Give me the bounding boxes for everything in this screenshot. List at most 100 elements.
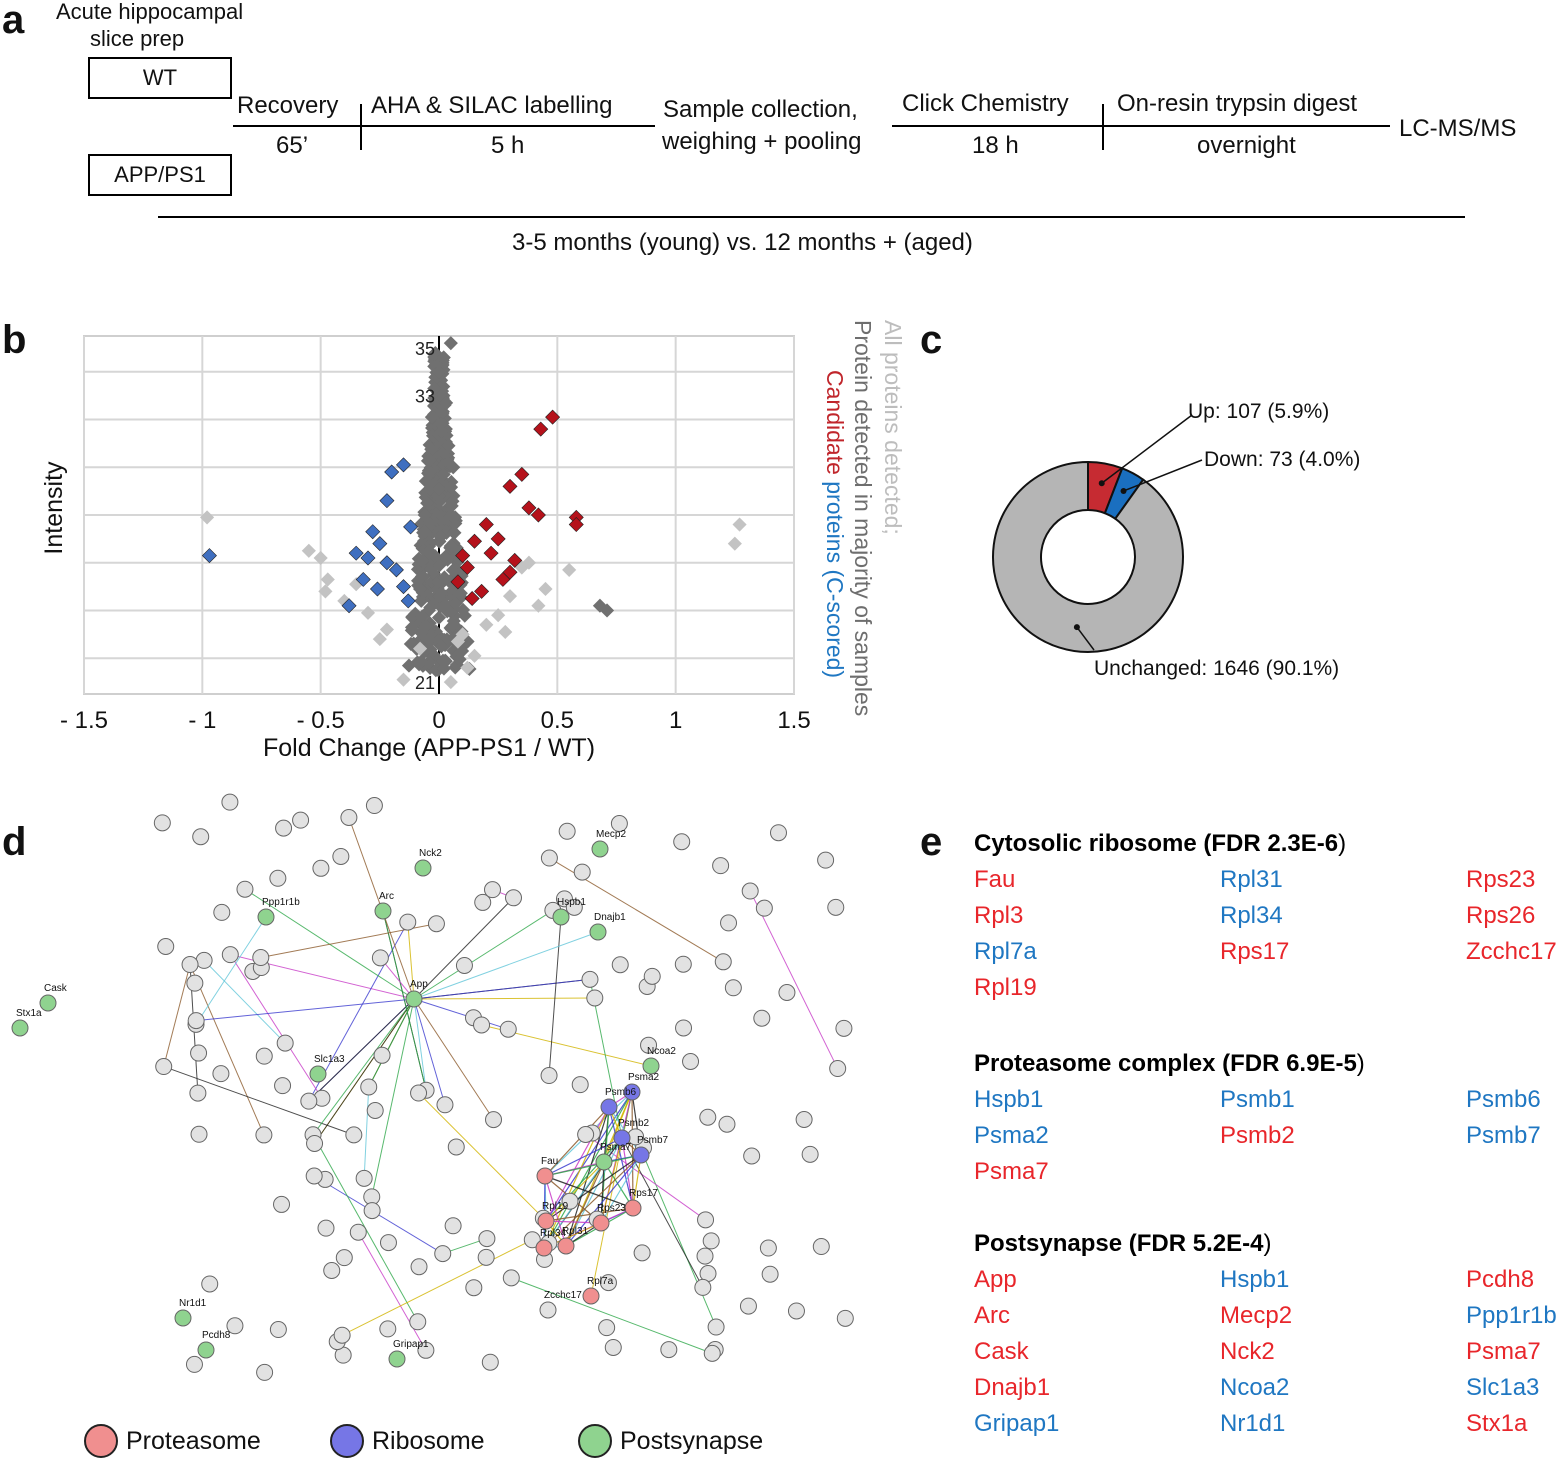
network-node xyxy=(317,1219,335,1237)
network-edge xyxy=(189,964,265,1136)
network-node xyxy=(720,914,738,932)
legend-ribosome: Ribosome xyxy=(330,1424,485,1458)
network-node xyxy=(333,1326,351,1344)
gene-gripap1: Gripap1 xyxy=(974,1410,1060,1437)
gene-zcchc17: Zcchc17 xyxy=(1466,938,1557,965)
enrichment-heading-title: Postsynapse (FDR 5.2E-4 xyxy=(974,1230,1264,1257)
network-node-label: Rpl34 xyxy=(540,1228,567,1239)
network-node xyxy=(801,1145,819,1163)
network-node xyxy=(835,1019,853,1037)
scatter-point-dense xyxy=(421,632,436,647)
step-click: Click Chemistry xyxy=(902,90,1069,117)
scatter-point-dense xyxy=(433,416,449,431)
scatter-point xyxy=(436,467,451,482)
x-axis-label: Fold Change (APP-PS1 / WT) xyxy=(263,734,595,762)
network-node-label: Gripap1 xyxy=(393,1339,429,1350)
network-node xyxy=(363,1202,381,1220)
network-node xyxy=(712,857,730,875)
network-edge xyxy=(413,998,494,1120)
legend-proteins: proteins xyxy=(822,481,848,564)
network-edge xyxy=(407,922,415,1000)
leader-line xyxy=(1123,459,1203,492)
network-node xyxy=(703,1344,721,1362)
leader-line xyxy=(1076,626,1095,651)
network-node xyxy=(633,1244,651,1262)
network-node xyxy=(414,859,432,877)
workflow-lines xyxy=(158,104,1465,218)
x-tick-label: 0.5 xyxy=(541,707,574,734)
network-node xyxy=(829,1060,847,1078)
scatter-point xyxy=(384,464,400,480)
network-edge xyxy=(163,1066,355,1136)
legend-proteasome-label: Proteasome xyxy=(126,1426,261,1455)
scatter-chart: 35 33 21 - 1.5 - 1 - 0.5 0 0.5 1 1.5 Fold Change (… xyxy=(40,335,811,762)
network-node xyxy=(540,849,558,867)
network-node xyxy=(212,1065,230,1083)
network-node xyxy=(682,1052,700,1070)
network-node xyxy=(610,815,628,833)
network-node xyxy=(427,915,445,933)
scatter-point xyxy=(412,641,428,656)
network-edge xyxy=(382,910,427,1091)
ribosome-dot xyxy=(330,1424,364,1458)
scatter-point xyxy=(301,543,316,558)
network-node xyxy=(724,979,742,997)
network-node xyxy=(187,1012,205,1030)
network-node xyxy=(434,1245,452,1263)
network-node xyxy=(305,1167,323,1185)
network-node xyxy=(436,1096,454,1114)
network-node xyxy=(197,1341,215,1359)
network-edge xyxy=(632,1154,642,1209)
step-aha-time: 5 h xyxy=(491,132,525,159)
scatter-point xyxy=(490,531,506,547)
gene-nr1d1: Nr1d1 xyxy=(1220,1410,1286,1437)
network-edge xyxy=(545,1207,634,1222)
legend-postsynapse-label: Postsynapse xyxy=(620,1426,764,1455)
scatter-point xyxy=(379,493,395,509)
network-edge xyxy=(418,1092,544,1219)
network-node xyxy=(374,902,392,920)
network-edge xyxy=(603,1161,634,1209)
network-node xyxy=(640,1036,658,1054)
enrichment-heading: Cytosolic ribosome (FDR 2.3E-6) xyxy=(974,830,1346,858)
network-node xyxy=(592,1214,610,1232)
network-edge xyxy=(413,931,599,1000)
gene-mecp2: Mecp2 xyxy=(1220,1302,1293,1329)
network-node xyxy=(335,1249,353,1267)
network-node xyxy=(552,908,570,926)
network-edge xyxy=(195,916,267,1025)
network-node-label: Pcdh8 xyxy=(202,1330,231,1341)
network-node xyxy=(613,1129,631,1147)
gene-dnajb1: Dnajb1 xyxy=(974,1374,1051,1401)
network-node xyxy=(778,983,796,1001)
panel-letter-e: e xyxy=(920,820,943,864)
network-node xyxy=(565,898,583,916)
network-node xyxy=(795,1111,813,1129)
network-node-label: Fau xyxy=(541,1156,558,1167)
network-node xyxy=(817,851,835,869)
network-node xyxy=(599,1274,617,1292)
network-node xyxy=(213,903,231,921)
network-node xyxy=(186,974,204,992)
x-tick-label: 1 xyxy=(669,707,682,734)
network-node xyxy=(561,1192,579,1210)
network-edge xyxy=(600,1137,623,1224)
scatter-point-dense xyxy=(401,658,417,673)
network-node xyxy=(174,1309,192,1327)
scatter-point xyxy=(502,478,518,494)
network-edge xyxy=(413,910,554,1000)
scatter-point xyxy=(521,500,537,516)
network-edge xyxy=(565,1154,642,1247)
scatter-point xyxy=(199,510,215,525)
scatter-point-dense xyxy=(436,661,451,676)
x-tick-label: - 1 xyxy=(188,707,216,734)
scatter-point-dense xyxy=(443,480,459,495)
network-node xyxy=(474,893,492,911)
network-node-label: Cask xyxy=(44,983,68,994)
scatter-point xyxy=(514,466,530,482)
network-node xyxy=(309,1065,327,1083)
network-node xyxy=(674,955,692,973)
scatter-point xyxy=(379,622,395,637)
network-edge xyxy=(565,1161,605,1247)
network-node xyxy=(185,1355,203,1373)
